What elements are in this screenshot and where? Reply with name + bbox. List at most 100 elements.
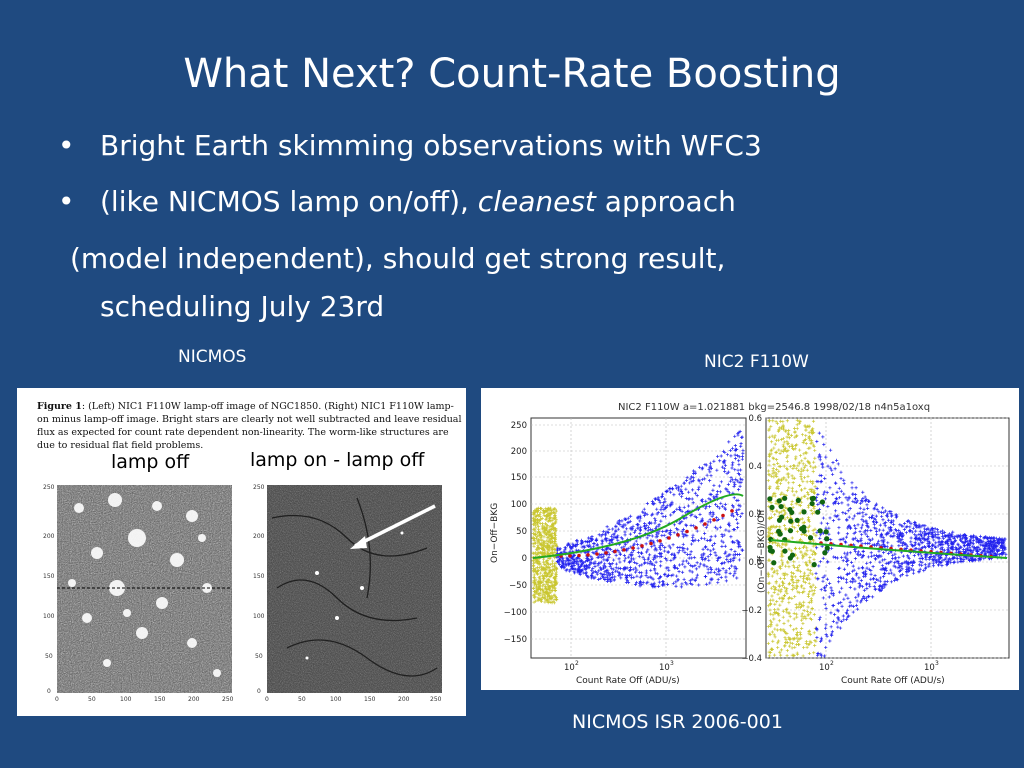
scatter-point [687, 490, 691, 494]
low-count-point [553, 556, 557, 560]
scatter-point [704, 463, 708, 467]
scatter-point [991, 546, 995, 550]
scatter-point [575, 540, 579, 544]
scatter-point [655, 532, 659, 536]
scatter-point [923, 562, 927, 567]
low-count-point [540, 588, 544, 592]
low-count-point [812, 532, 816, 536]
low-count-point [551, 540, 555, 544]
low-count-point [782, 524, 787, 528]
low-count-point [811, 419, 816, 423]
scatter-point [853, 587, 857, 591]
scatter-point [880, 539, 884, 543]
scatter-point [633, 566, 638, 570]
low-count-point [769, 501, 773, 505]
scatter-point [831, 591, 835, 596]
low-count-point [533, 583, 537, 587]
scatter-point [684, 487, 688, 491]
svg-text:200: 200 [398, 696, 410, 703]
low-count-point [539, 517, 543, 521]
low-count-point [812, 539, 816, 543]
scatter-point [900, 572, 904, 577]
low-count-point [779, 554, 783, 558]
low-count-point [545, 532, 549, 537]
scatter-point [932, 557, 936, 562]
low-count-point [811, 470, 815, 474]
scatter-point [641, 555, 645, 559]
scatter-point [941, 548, 945, 552]
binned-mean-point [631, 546, 635, 550]
scatter-point [858, 501, 862, 505]
scatter-point [920, 536, 925, 541]
low-count-point [801, 616, 805, 620]
scatter-point [911, 526, 915, 530]
scatter-point [655, 572, 660, 576]
low-count-point [802, 494, 806, 498]
low-count-point [804, 617, 808, 621]
low-count-point [771, 639, 775, 643]
scatter-point [680, 570, 685, 574]
scatter-point [666, 566, 670, 570]
low-count-point [804, 434, 808, 438]
scatter-point [909, 522, 913, 526]
low-count-point [767, 486, 772, 491]
low-count-point [809, 479, 813, 483]
scatter-point [615, 535, 619, 539]
scatter-point [936, 532, 940, 536]
scatter-point [589, 557, 594, 562]
scatter-point [882, 582, 886, 586]
scatter-point [940, 539, 944, 543]
scatter-point [883, 544, 887, 548]
scatter-point [958, 537, 963, 541]
low-count-point [551, 550, 555, 555]
scatter-point [685, 534, 689, 538]
svg-text:100: 100 [120, 696, 132, 703]
scatter-point [682, 577, 686, 581]
low-count-point [801, 574, 806, 578]
scatter-point [725, 557, 729, 561]
scatter-point [901, 554, 905, 558]
scatter-point [975, 536, 980, 541]
scatter-point [616, 538, 620, 542]
low-count-point [799, 633, 803, 637]
scatter-point [889, 511, 893, 516]
scatter-point [868, 584, 872, 588]
image-axis-ticks: 0 50 100 150 200 250 0 50 100 150 200 25… [43, 484, 442, 703]
scatter-point [910, 564, 914, 568]
svg-text:200: 200 [511, 447, 527, 457]
low-count-point [532, 544, 536, 548]
scatter-point [704, 574, 708, 579]
scatter-point [682, 516, 686, 520]
scatter-point [741, 548, 745, 552]
scatter-point [689, 556, 693, 560]
scatter-point [894, 576, 898, 580]
low-count-point [531, 559, 535, 563]
scatter-point [713, 495, 717, 499]
right-x-label: Count Rate Off (ADU/s) [841, 676, 945, 686]
scatter-point [732, 528, 737, 532]
scatter-point [727, 566, 732, 571]
scatter-point [663, 545, 667, 550]
low-count-point [549, 590, 553, 594]
scatter-point [714, 567, 718, 571]
scatter-point [682, 505, 686, 509]
scatter-point [740, 435, 744, 439]
low-count-point [546, 551, 550, 556]
low-count-point [807, 517, 811, 521]
scatter-point [576, 567, 580, 571]
scatter-point [733, 553, 738, 557]
scatter-point [678, 563, 682, 567]
scatter-point [700, 558, 705, 562]
scatter-point [851, 499, 855, 503]
low-count-point [787, 595, 792, 600]
scatter-point [917, 532, 921, 537]
scatter-point [835, 458, 839, 462]
scatter-point [939, 561, 943, 565]
low-count-point [801, 645, 806, 650]
low-count-point [787, 472, 791, 476]
low-count-point [794, 627, 798, 631]
scatter-point [860, 533, 864, 537]
scatter-point [644, 581, 649, 585]
scatter-point [597, 533, 601, 537]
scatter-point [664, 506, 668, 510]
